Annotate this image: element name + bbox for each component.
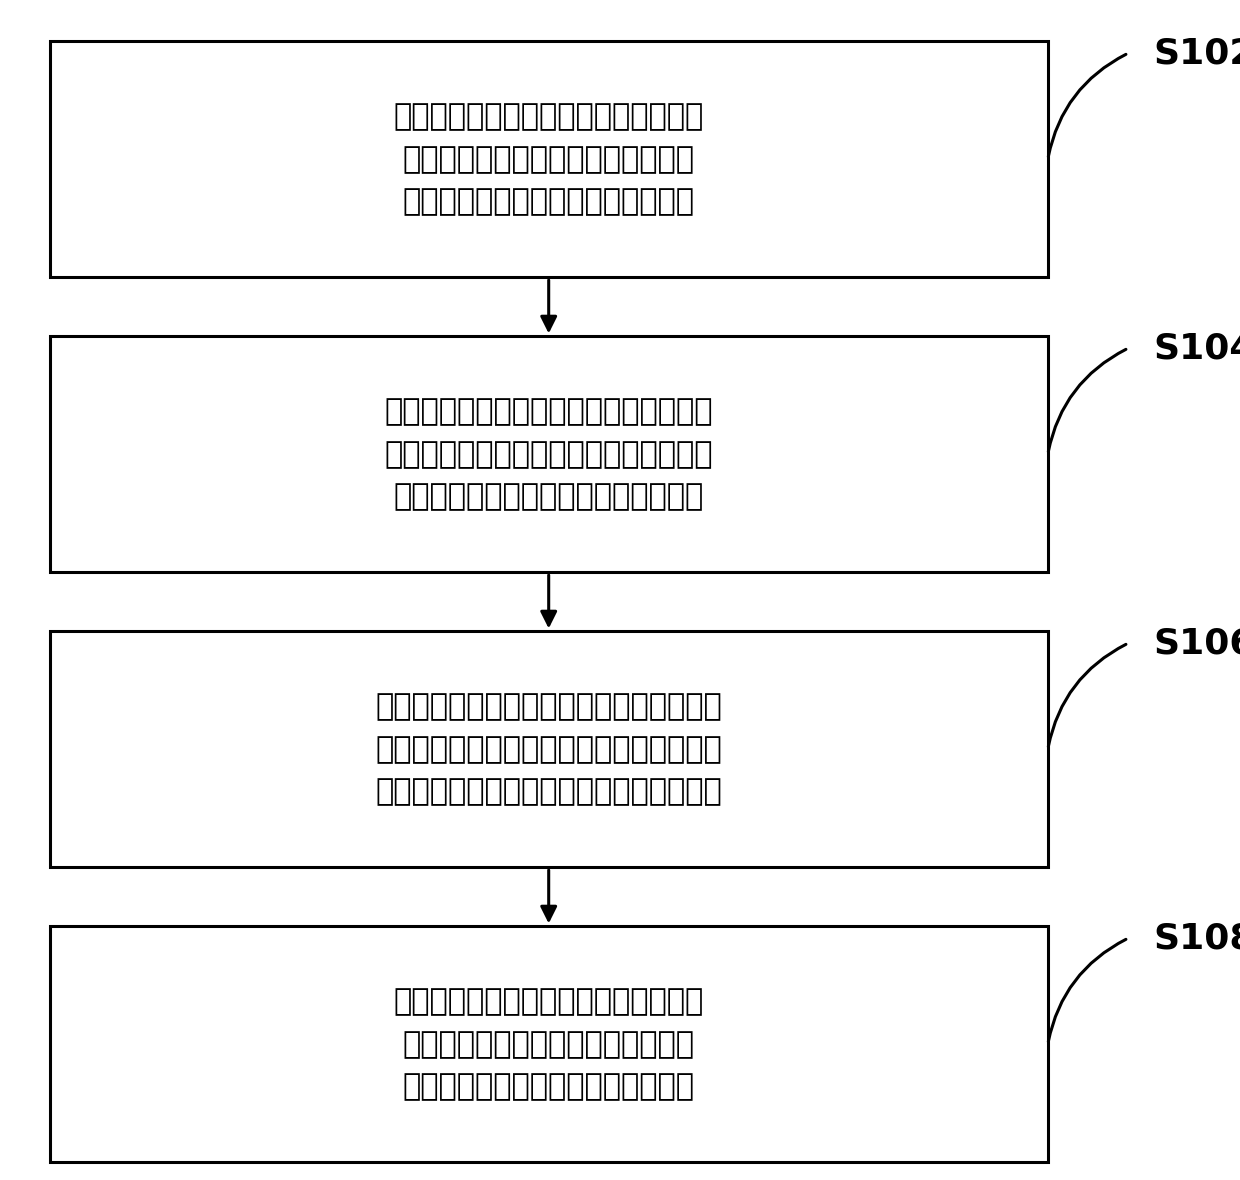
Text: S102: S102 xyxy=(1153,37,1240,70)
Text: 基于信令数据和预先获取的基站位置表确
定每个基站的驻留数据；上述驻留数据包
括每个用户在每个基站位置的驻留时间: 基于信令数据和预先获取的基站位置表确 定每个基站的驻留数据；上述驻留数据包 括每… xyxy=(384,396,713,512)
Text: 基于驻留数据和预先设定的区域边界数据，
确定每个区域的区域驻留数据；上述区域驻
留数据包括每个用户在每个区域的驻留时间: 基于驻留数据和预先设定的区域边界数据， 确定每个区域的区域驻留数据；上述区域驻 … xyxy=(376,691,722,807)
Bar xyxy=(50,41,1048,277)
Text: S104: S104 xyxy=(1153,332,1240,365)
Text: 将区域驻留数据输入至预先基于贝叶斯
算法训练的常住人口模型，得到常住
人口模型输出的每个区域的常住人口: 将区域驻留数据输入至预先基于贝叶斯 算法训练的常住人口模型，得到常住 人口模型输… xyxy=(393,986,704,1102)
Bar xyxy=(50,631,1048,867)
Text: S108: S108 xyxy=(1153,922,1240,955)
Bar xyxy=(50,926,1048,1162)
Text: S106: S106 xyxy=(1153,627,1240,660)
Bar xyxy=(50,336,1048,572)
Text: 获取信令数据；上述信令数据包括多个
用户的用户标识、每个用户的信令交
互时间和每个信令交互的基站的标识: 获取信令数据；上述信令数据包括多个 用户的用户标识、每个用户的信令交 互时间和每… xyxy=(393,101,704,217)
